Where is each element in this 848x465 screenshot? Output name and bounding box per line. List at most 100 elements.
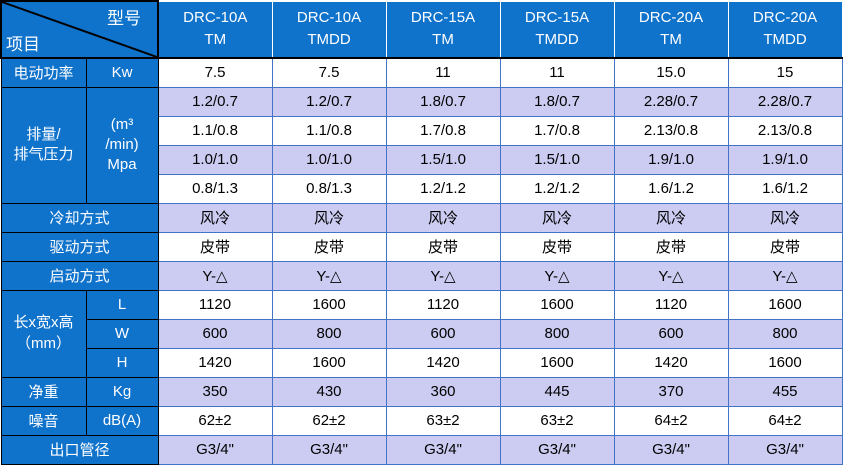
spec-value-cell: 1.7/0.8 [385,115,501,146]
spec-value-cell: G3/4" [157,434,273,465]
spec-value-cell: 风冷 [727,202,843,233]
spec-value-cell: G3/4" [499,434,615,465]
spec-value-cell: G3/4" [271,434,387,465]
model-column-header: DRC-20A TMDD [727,0,843,59]
spec-value-cell: 11 [385,57,501,88]
spec-value-cell: 800 [727,318,843,349]
spec-value-cell: 1600 [727,289,843,320]
corner-item-label: 项目 [6,35,40,54]
spec-value-cell: 0.8/1.3 [271,173,387,204]
spec-table-body: 电动功率 Kw 7.5 7.5 11 11 15.0 15 排量/排气压力 (m³/min) Mpa… [0,57,843,465]
spec-value-cell: 7.5 [157,57,273,88]
model-column-header: DRC-15A TM [385,0,501,59]
row-label-cell: 出口管径 [0,434,159,465]
spec-value-cell: 600 [157,318,273,349]
spec-value-cell: 1420 [157,347,273,378]
spec-value-cell: 1.6/1.2 [727,173,843,204]
spec-value-cell: 1.2/0.7 [157,86,273,117]
spec-value-cell: 64±2 [727,405,843,436]
model-column-header: DRC-15A TMDD [499,0,615,59]
spec-value-cell: 350 [157,376,273,407]
table-row: 0.8/1.3 0.8/1.3 1.2/1.2 1.2/1.2 1.6/1.2 1.6/1… [1,173,843,204]
model-variant: TM [432,31,454,49]
row-label-line: （mm） [16,334,71,352]
spec-value-cell: 1.6/1.2 [613,173,729,204]
spec-value-cell: 皮带 [385,231,501,262]
spec-value-cell: Y-△ [727,260,843,291]
model-name: DRC-15A [524,8,590,26]
spec-value-cell: 360 [385,376,501,407]
spec-value-cell: 皮带 [499,231,615,262]
model-name: DRC-20A [638,8,704,26]
corner-diagonal: 型号 项目 [3,3,156,56]
spec-value-cell: 7.5 [271,57,387,88]
model-variant: TM [204,31,227,49]
spec-value-cell: 风冷 [157,202,273,233]
spec-value-cell: Y-△ [157,260,273,291]
table-row: 冷却方式 风冷 风冷 风冷 风冷 风冷 风冷 [0,202,843,233]
spec-value-cell: 1420 [613,347,729,378]
spec-value-cell: Y-△ [385,260,501,291]
spec-value-cell: 1.7/0.8 [499,115,615,146]
unit-line: (m³ [110,115,134,133]
unit-cell: Kw [85,57,159,88]
spec-value-cell: 风冷 [385,202,501,233]
spec-value-cell: 62±2 [157,405,273,436]
spec-value-cell: 15.0 [613,57,729,88]
spec-value-cell: 430 [271,376,387,407]
spec-value-cell: 63±2 [499,405,615,436]
row-label-cell: 启动方式 [0,260,159,291]
spec-value-cell: 1.1/0.8 [157,115,273,146]
model-variant: TMDD [535,31,579,49]
table-row: 驱动方式 皮带 皮带 皮带 皮带 皮带 皮带 [0,231,843,262]
spec-value-cell: 1600 [271,347,387,378]
spec-value-cell: 1.0/1.0 [271,144,387,175]
spec-value-cell: G3/4" [727,434,843,465]
model-name: DRC-10A [183,8,248,26]
spec-value-cell: 皮带 [613,231,729,262]
spec-value-cell: 1120 [385,289,501,320]
row-label-cell: 噪音 [0,405,87,436]
spec-value-cell: 1.8/0.7 [499,86,615,117]
unit-cell: H [85,347,159,378]
table-row: 启动方式 Y-△ Y-△ Y-△ Y-△ Y-△ Y-△ [0,260,843,291]
spec-value-cell: 2.13/0.8 [727,115,843,146]
spec-value-cell: G3/4" [385,434,501,465]
row-label-cell: 长x宽x高 （mm） [0,289,87,378]
spec-value-cell: 2.28/0.7 [727,86,843,117]
unit-cell: W [85,318,159,349]
row-label-cell: 净重 [0,376,87,407]
row-label-line: 排气压力 [13,146,74,163]
spec-value-cell: 皮带 [157,231,273,262]
diagonal-line-icon [3,3,156,56]
spec-value-cell: 11 [499,57,615,88]
row-label-line: 排量/ [26,125,61,143]
spec-value-cell: 1.5/1.0 [385,144,501,175]
spec-value-cell: 风冷 [499,202,615,233]
spec-value-cell: 370 [613,376,729,407]
spec-value-cell: 2.28/0.7 [613,86,729,117]
table-row: 净重 Kg 350 430 360 445 370 455 [0,376,843,407]
spec-value-cell: 62±2 [271,405,387,436]
spec-value-cell: 1420 [385,347,501,378]
row-label-cell: 冷却方式 [0,202,159,233]
model-name: DRC-20A [752,8,818,26]
spec-value-cell: 63±2 [385,405,501,436]
spec-value-cell: 64±2 [613,405,729,436]
row-label-cell: 电动功率 [0,57,87,88]
model-column-header: DRC-10A TM [157,0,273,59]
table-row: 噪音 dB(A) 62±2 62±2 63±2 63±2 64±2 64±2 [0,405,843,436]
row-label-cell: 排量/排气压力 [0,86,87,204]
spec-value-cell: 1.2/1.2 [385,173,501,204]
unit-cell: L [85,289,159,320]
table-row: 长x宽x高 （mm） L 1120 1600 1120 1600 1120 1600 [0,289,843,378]
spec-value-cell: 1120 [157,289,273,320]
spec-value-cell: 1.9/1.0 [727,144,843,175]
spec-value-cell: 15 [727,57,843,88]
spec-value-cell: 0.8/1.3 [157,173,273,204]
spec-value-cell: 1.0/1.0 [157,144,273,175]
spec-value-cell: 1600 [499,347,615,378]
spec-value-cell: G3/4" [613,434,729,465]
spec-value-cell: 600 [385,318,501,349]
